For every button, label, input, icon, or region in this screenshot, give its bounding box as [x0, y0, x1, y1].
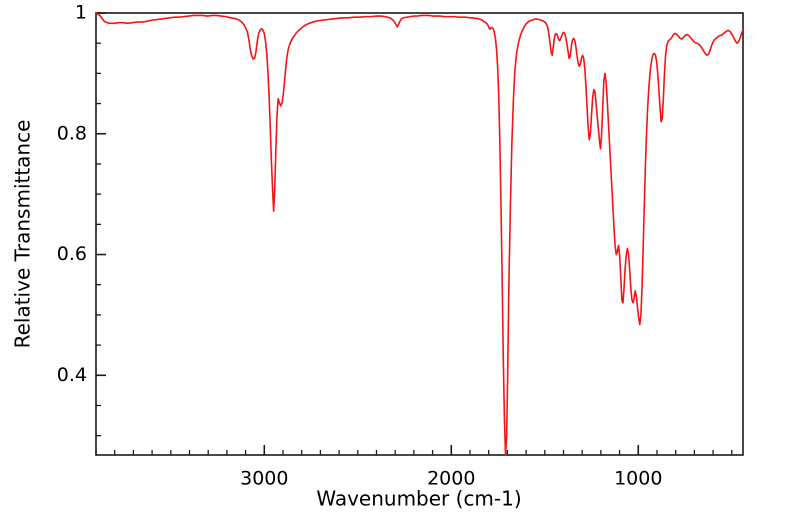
y-axis-tick-labels: 0.4 0.6 0.8 1	[57, 2, 87, 386]
spectrum-line	[96, 12, 743, 456]
plot-border	[95, 12, 744, 456]
x-tick-label: 1000	[614, 468, 662, 490]
y-axis-ticks	[96, 12, 106, 437]
x-tick-label: 2000	[427, 468, 475, 490]
x-tick-label: 3000	[240, 468, 288, 490]
y-axis-title: Relative Transmittance	[11, 120, 35, 349]
spectrum-series-group	[96, 12, 743, 456]
x-axis-tick-labels: 3000 2000 1000	[240, 468, 662, 490]
y-tick-label: 0.4	[57, 364, 87, 386]
y-tick-label: 0.6	[57, 243, 87, 265]
y-tick-label: 0.8	[57, 122, 87, 144]
x-axis-title: Wavenumber (cm-1)	[316, 487, 521, 511]
y-tick-label: 1	[75, 2, 87, 24]
plot-frame	[95, 12, 744, 456]
x-axis-ticks	[95, 445, 733, 455]
